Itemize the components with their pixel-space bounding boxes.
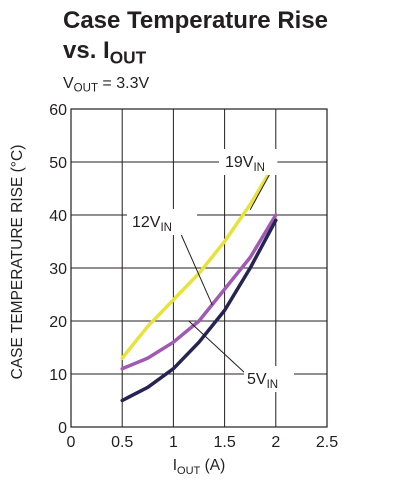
condition-label: VOUT = 3.3V <box>63 75 150 95</box>
series-label-bg <box>244 366 294 392</box>
series-label-sub: IN <box>160 222 172 234</box>
condition-sub: OUT <box>73 82 98 95</box>
y-tick-label: 0 <box>58 420 67 437</box>
series-label-sub: IN <box>267 379 279 391</box>
y-tick-label: 30 <box>49 261 67 278</box>
x-tick-label: 1.5 <box>213 434 235 451</box>
series-label-bg <box>219 149 277 175</box>
series-line <box>120 160 278 360</box>
series-label: 5VIN <box>247 371 278 391</box>
x-tick-label: 2 <box>271 434 280 451</box>
title-line2-main: vs. I <box>63 37 110 64</box>
series-label-sub: IN <box>253 162 265 174</box>
series-label-main: 12V <box>132 214 161 231</box>
y-tick-label: 50 <box>49 155 67 172</box>
title-line2-sub: OUT <box>109 47 147 68</box>
leader-line <box>188 320 246 374</box>
chart-title-line2: vs. IOUT <box>63 37 147 68</box>
x-axis-title: IOUT (A) <box>173 457 226 477</box>
x-tick-label: 2.5 <box>316 434 338 451</box>
y-tick-label: 40 <box>49 208 67 225</box>
series-lines <box>120 160 278 403</box>
y-tick-label: 60 <box>49 102 67 119</box>
label-leaders <box>179 169 273 374</box>
y-axis-title: CASE TEMPERATURE RISE (°C) <box>9 145 26 380</box>
plot-frame <box>70 108 328 428</box>
x-axis-title-rest: (A) <box>200 457 225 474</box>
x-tick-label: 0 <box>67 434 76 451</box>
chart-title-line1: Case Temperature Rise <box>63 7 329 34</box>
condition-main: V <box>63 75 74 92</box>
series-label-bg <box>127 209 197 235</box>
leader-line <box>249 169 273 210</box>
series-line <box>120 218 278 403</box>
y-tick-label: 10 <box>49 367 67 384</box>
series-label: 19VIN <box>225 154 265 174</box>
series-line <box>120 213 278 371</box>
series-label: 12VIN <box>132 214 172 234</box>
series-label-main: 5V <box>247 371 267 388</box>
x-axis-title-main: I <box>173 457 177 474</box>
tick-labels: 0 0.5 1 1.5 2 2.5 0 10 20 30 40 50 60 <box>49 102 338 451</box>
x-tick-label: 1 <box>169 434 178 451</box>
y-tick-label: 20 <box>49 314 67 331</box>
x-axis-title-sub: OUT <box>177 465 201 477</box>
leader-line <box>179 231 213 306</box>
condition-rest: = 3.3V <box>97 75 150 92</box>
x-tick-label: 0.5 <box>111 434 133 451</box>
series-label-main: 19V <box>225 154 254 171</box>
